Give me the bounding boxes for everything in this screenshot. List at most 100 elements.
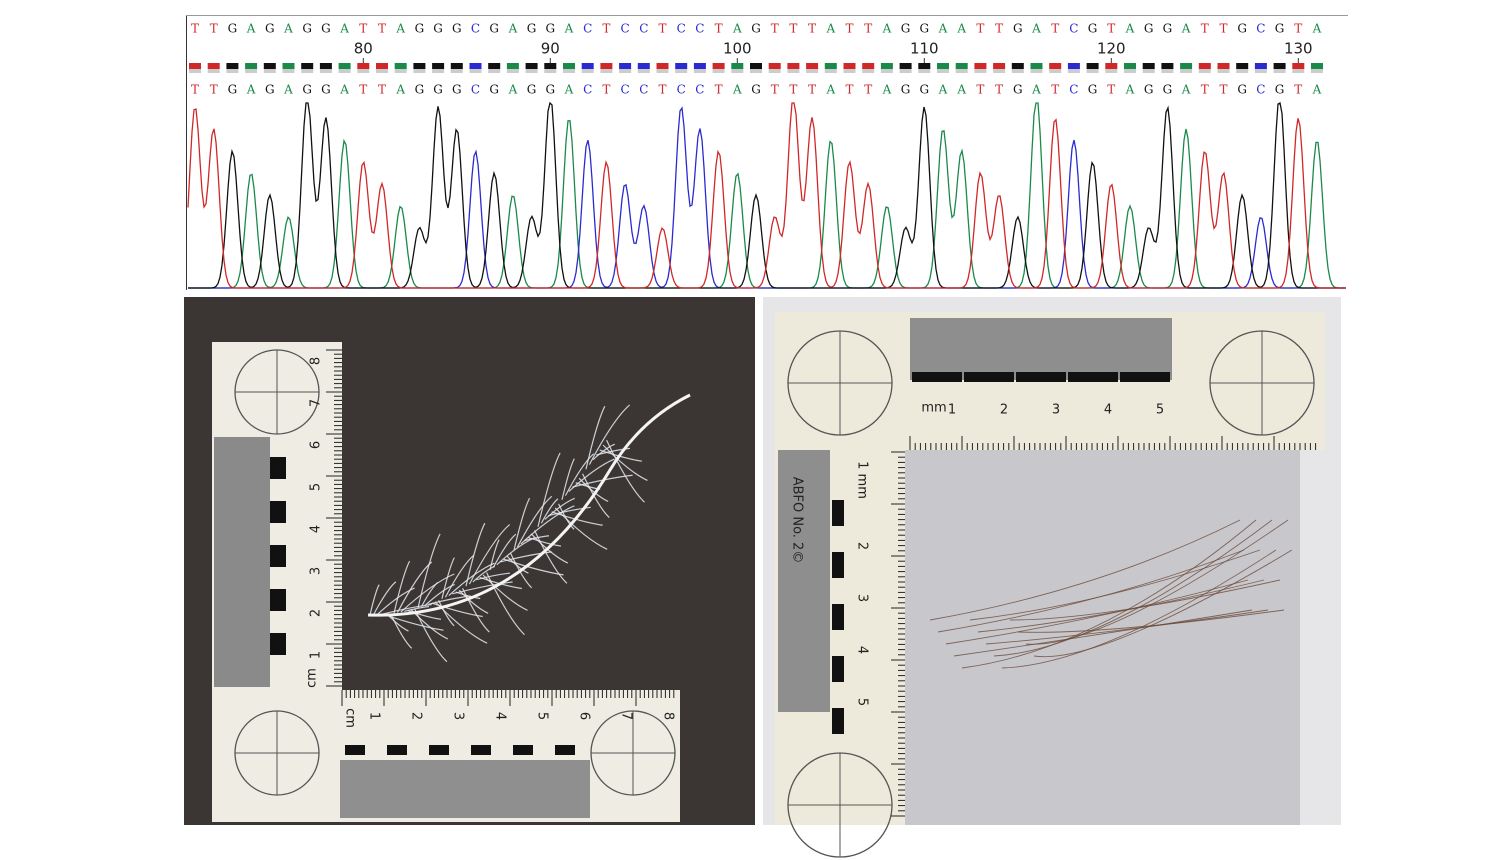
quality-box	[263, 69, 276, 73]
quality-box	[1311, 69, 1323, 73]
quality-box	[1124, 69, 1136, 73]
base-letter: C	[583, 22, 592, 36]
base-letter: T	[1051, 22, 1059, 36]
position-label: 80	[354, 40, 373, 58]
position-label: 110	[910, 40, 939, 58]
base-letter: C	[1256, 83, 1265, 97]
hair	[929, 519, 1241, 621]
quality-box	[619, 69, 632, 73]
base-letter: A	[339, 83, 349, 97]
quality-box	[675, 63, 688, 69]
hair-photo: mm 1 2 3 4 5 1 mm 2 3 4 5 ABFO No. 2©	[763, 297, 1341, 858]
feather-barb	[527, 536, 562, 547]
base-letter: A	[1181, 22, 1191, 36]
feather-barb	[513, 497, 531, 551]
hair	[969, 549, 1261, 621]
position-label: 100	[723, 40, 752, 58]
quality-box	[806, 63, 819, 69]
ruler-label: 3	[309, 567, 324, 575]
feather-barb	[520, 505, 575, 545]
feather-barb	[400, 573, 455, 613]
ruler-label: 4	[855, 646, 870, 654]
quality-box	[1049, 69, 1062, 73]
ruler-brand: ABFO No. 2©	[790, 477, 805, 564]
scale-block	[912, 372, 962, 382]
base-letter: A	[395, 83, 405, 97]
quality-box	[581, 69, 594, 73]
ruler-label: 6	[309, 441, 324, 449]
base-letter: T	[976, 83, 984, 97]
scale-block	[1016, 372, 1066, 382]
quality-box	[245, 69, 258, 73]
base-letter: G	[1163, 83, 1173, 97]
quality-box	[1011, 69, 1024, 73]
base-letter: T	[602, 22, 610, 36]
ruler-label: 1	[367, 712, 382, 720]
base-letter: G	[1144, 83, 1154, 97]
ruler-label: 7	[309, 399, 324, 407]
ruler-label: 2	[409, 712, 424, 720]
quality-box	[1124, 63, 1136, 69]
feather-barb	[492, 533, 517, 568]
feather-barb	[444, 554, 475, 598]
hair	[985, 609, 1269, 645]
quality-box	[955, 63, 968, 69]
gray-scale	[778, 450, 830, 712]
base-letter: A	[395, 22, 405, 36]
quality-box	[1049, 63, 1062, 69]
ruler-unit: 1 mm	[855, 461, 870, 499]
scale-block	[832, 656, 844, 682]
quality-box	[993, 63, 1006, 69]
quality-box	[675, 69, 688, 73]
scale-block	[1120, 372, 1170, 382]
hair	[953, 609, 1253, 657]
quality-box	[974, 63, 987, 69]
quality-box	[693, 69, 706, 73]
base-letter: G	[546, 83, 556, 97]
quality-box	[301, 69, 314, 73]
feather-barb	[390, 613, 413, 649]
base-letter: T	[378, 83, 386, 97]
feather-barb	[486, 572, 525, 636]
base-letter: A	[564, 83, 574, 97]
quality-box	[357, 69, 370, 73]
quality-box	[282, 69, 295, 73]
quality-box	[189, 63, 201, 69]
quality-box	[1254, 63, 1267, 69]
quality-box	[376, 63, 388, 69]
quality-box	[899, 63, 912, 69]
scale-block	[1068, 372, 1118, 382]
feather-barb	[369, 584, 380, 616]
quality-box	[413, 69, 426, 73]
scale-block	[832, 604, 844, 630]
hair	[1017, 609, 1285, 633]
ruler-unit: cm	[305, 668, 320, 688]
quality-box	[955, 69, 968, 73]
quality-box	[750, 63, 762, 69]
base-letter: T	[1219, 83, 1227, 97]
ruler-label: 3	[855, 594, 870, 602]
base-letter: T	[995, 22, 1003, 36]
base-letter: A	[882, 83, 892, 97]
quality-box	[619, 63, 632, 69]
ruler-label: 2	[1000, 403, 1008, 418]
feather-barb	[558, 503, 575, 530]
quality-box	[1292, 63, 1305, 69]
base-letter: T	[210, 22, 218, 36]
hair	[993, 519, 1273, 657]
base-letter: T	[602, 83, 610, 97]
quality-box	[506, 69, 519, 73]
base-letter: T	[378, 22, 386, 36]
hair	[1009, 579, 1281, 621]
feather-barb	[420, 581, 439, 608]
feather-barb	[424, 583, 455, 607]
quality-box	[993, 69, 1006, 73]
scale-block	[270, 589, 286, 611]
base-letter: A	[246, 83, 256, 97]
quality-box	[282, 63, 295, 69]
feather-barb	[606, 439, 645, 503]
base-letter: C	[695, 22, 704, 36]
scale-block	[429, 745, 449, 755]
feather-barb	[482, 574, 528, 611]
base-letter: T	[789, 83, 797, 97]
